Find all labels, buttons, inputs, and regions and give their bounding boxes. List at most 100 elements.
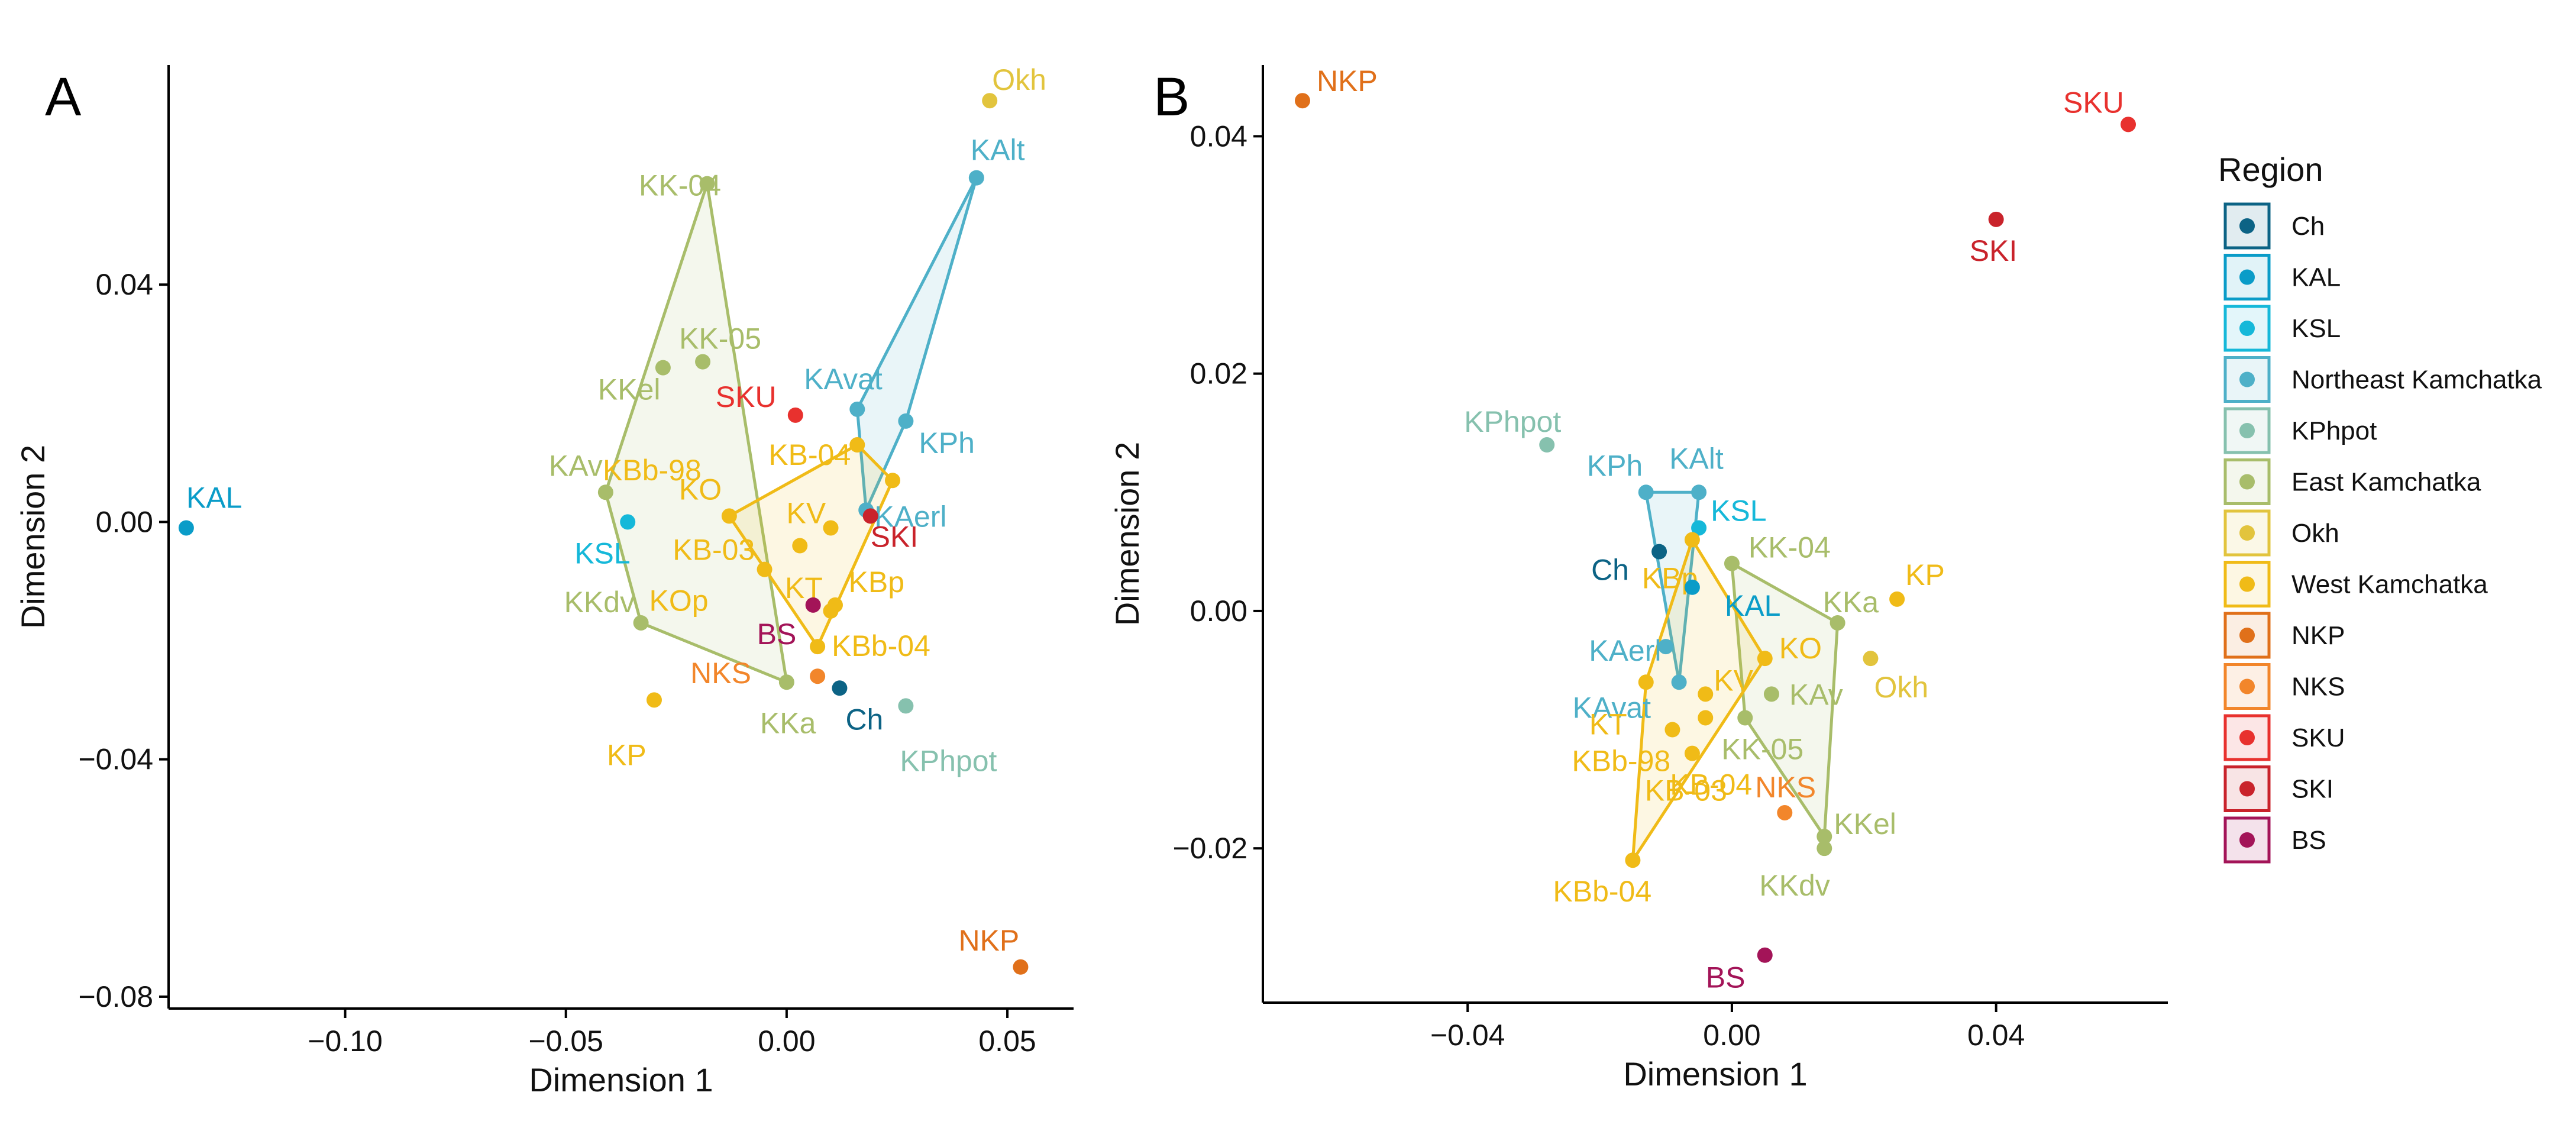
panel-b-x-tick-label: 0.00 — [1703, 1019, 1760, 1052]
panel-a-point-label-kavat: KAvat — [804, 363, 883, 396]
panel-a-point-label-ski: SKI — [871, 520, 919, 553]
panel-b-y-tick-label: 0.04 — [1190, 119, 1247, 153]
panel-b-point-kkel — [1817, 829, 1832, 845]
panel-a-point-nkp — [1013, 959, 1029, 975]
panel-a-point-label-kaerl: KAerl — [874, 500, 946, 533]
panel-a-point-label-nkp: NKP — [958, 924, 1019, 957]
panel-b-point-kavat — [1671, 674, 1687, 690]
panel-a-point-kbb-04 — [810, 639, 826, 655]
panel-b-point-label-kp: KP — [1905, 558, 1945, 592]
panel-b-point-label-kalt: KAlt — [1669, 442, 1724, 475]
panel-b-point-label-kbb-98: KBb-98 — [1572, 745, 1670, 778]
legend-dot-kphpot — [2239, 423, 2255, 438]
legend-dot-ch — [2239, 218, 2255, 234]
panel-a-point-kv — [823, 520, 839, 536]
panel-b-point-label-nks: NKS — [1755, 771, 1816, 804]
panel-a-y-tick-label: 0.04 — [96, 268, 153, 301]
legend-label-sku: SKU — [2291, 723, 2345, 752]
panel-a-point-label-ksl: KSL — [574, 537, 631, 570]
panel-a-point-nks — [810, 668, 826, 684]
panel-b-point-kaerl — [1658, 639, 1674, 655]
legend-label-kal: KAL — [2291, 263, 2341, 292]
panel-a-point-label-kph: KPh — [919, 426, 975, 460]
panel-a-point-label-kal: KAL — [186, 481, 243, 514]
legend-item-sku: SKU — [2223, 714, 2345, 761]
legend-label-east-kamchatka: East Kamchatka — [2291, 468, 2481, 497]
panel-a-point-kb-04 — [849, 437, 865, 453]
legend-item-okh: Okh — [2223, 509, 2339, 557]
legend-swatch-ch — [2223, 202, 2271, 250]
panel-a-point-kbb-98 — [885, 473, 900, 489]
panel-a-point-label-kalt: KAlt — [971, 134, 1025, 167]
panel-b-point-label-kb-04: KB-04 — [1670, 768, 1752, 801]
panel-b-point-kb-03 — [1684, 745, 1700, 761]
panel-b-point-kbp — [1684, 532, 1700, 548]
legend-dot-sku — [2239, 730, 2255, 745]
panel-b-point-okh — [1863, 651, 1879, 667]
panel-b-point-kv — [1698, 686, 1714, 702]
legend-dot-ksl — [2239, 321, 2255, 336]
legend-item-ch: Ch — [2223, 202, 2325, 250]
panel-label-a: A — [45, 67, 82, 127]
panel-b-y-tick-label: 0.02 — [1190, 357, 1247, 390]
legend-label-ksl: KSL — [2291, 314, 2341, 343]
panel-a-point-kk-05 — [695, 354, 711, 370]
legend-item-ksl: KSL — [2223, 305, 2341, 352]
panel-a-y-tick-label: 0.00 — [96, 505, 153, 538]
legend-items: Ch KAL KSL Northeast Kamchatka KPhpot East Ka… — [2223, 202, 2542, 864]
panel-b-point-label-kkdv: KKdv — [1759, 869, 1830, 902]
panel-b-point-label-kaerl: KAerl — [1589, 634, 1661, 667]
panel-a-point-ch — [832, 680, 848, 696]
panel-b-x-tick-label: −0.04 — [1430, 1019, 1505, 1052]
panel-a-point-label-kbb-98: KBb-98 — [603, 454, 702, 487]
panel-b-point-label-kbb-04: KBb-04 — [1553, 875, 1651, 908]
panel-a-y-axis-title: Dimension 2 — [14, 445, 51, 629]
panel-b-point-label-kb-03: KB-03 — [1645, 774, 1727, 807]
panel-a-point-kavat — [849, 401, 865, 417]
panel-b-point-kk-05 — [1737, 710, 1753, 726]
panel-b-point-ksl — [1691, 520, 1707, 536]
panel-b-point-kkdv — [1817, 841, 1832, 857]
panel-a-point-label-bs: BS — [757, 618, 797, 651]
panel-b-point-ski — [1988, 211, 2004, 227]
legend-label-bs: BS — [2291, 826, 2326, 855]
panel-a-point-label-kka: KKa — [760, 706, 816, 739]
panel-a-x-tick-label: 0.00 — [758, 1025, 815, 1058]
panel-b: B −0.04 0.00 0.04 −0.02 0.00 0.02 0.04 Dimensio… — [1108, 64, 2168, 1093]
panel-a-x-axis-title: Dimension 1 — [529, 1061, 713, 1098]
panel-a-point-label-kkel: KKel — [598, 373, 661, 406]
panel-a-point-label-kk-05: KK-05 — [679, 322, 761, 356]
panel-b-point-ko — [1757, 651, 1773, 667]
panel-label-b: B — [1153, 67, 1190, 127]
panel-b-point-bs — [1757, 947, 1773, 963]
panel-b-point-sku — [2120, 117, 2136, 133]
panel-a-point-label-okh: Okh — [992, 63, 1046, 96]
panel-b-point-kbb-98 — [1664, 722, 1680, 738]
panel-a-point-label-kv: KV — [787, 496, 826, 529]
panel-b-point-label-ko: KO — [1779, 632, 1822, 665]
panel-a-point-label-kbp: KBp — [849, 565, 905, 599]
panel-a-point-kkel — [655, 360, 671, 376]
panel-b-point-kka — [1830, 615, 1845, 631]
panel-a-point-sku — [787, 407, 803, 423]
panel-b-point-label-bs: BS — [1706, 961, 1746, 994]
panel-a-point-label-sku: SKU — [716, 380, 777, 413]
panel-b-point-label-kk-04: KK-04 — [1748, 531, 1831, 564]
panel-a-point-kav — [597, 484, 613, 500]
panel-b-point-label-kph: KPh — [1587, 449, 1643, 482]
panel-b-point-label-kka: KKa — [1823, 586, 1879, 619]
panel-a-point-label-kphpot: KPhpot — [900, 744, 997, 777]
panel-a-point-kk-04 — [699, 176, 715, 192]
panel-a-point-kp — [646, 692, 662, 708]
panel-a-point-label-kp: KP — [607, 738, 647, 771]
panel-b-y-axis-title: Dimension 2 — [1108, 442, 1146, 626]
panel-b-point-nkp — [1295, 93, 1311, 109]
panel-b-point-label-kt: KT — [1589, 707, 1627, 741]
panel-b-point-label-ski: SKI — [1970, 234, 2018, 267]
panel-b-point-kav — [1763, 686, 1779, 702]
panel-a-x-tick-label: −0.10 — [308, 1025, 383, 1058]
panel-b-point-label-kkel: KKel — [1834, 807, 1896, 841]
panel-b-point-label-nkp: NKP — [1317, 64, 1378, 98]
legend-label-okh: Okh — [2291, 519, 2339, 548]
